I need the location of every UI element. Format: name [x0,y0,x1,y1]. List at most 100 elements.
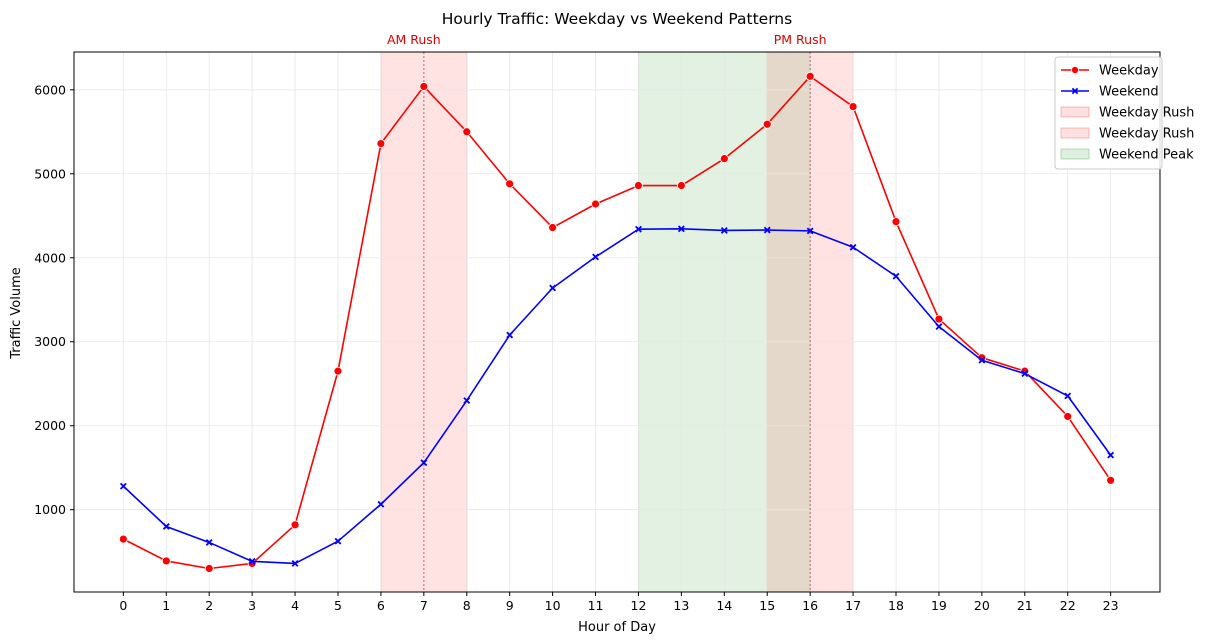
x-tick-label: 18 [888,598,904,613]
data-point [1063,412,1073,421]
x-tick-label: 20 [974,598,990,613]
annotation-0: AM Rush [387,32,441,47]
grid-lines [74,52,1160,592]
x-tick-label: 0 [119,598,127,613]
y-axis-ticks: 1000 2000 3000 4000 5000 6000 [34,82,74,517]
legend-item: Weekday [1061,64,1159,79]
data-point [891,217,901,227]
data-point [1021,370,1029,378]
series-layer [118,71,1116,573]
data-point [762,119,772,129]
series-line-weekday [122,75,1112,570]
data-point [119,482,127,490]
legend-swatch [1060,106,1090,118]
x-tick-label: 9 [506,598,514,613]
data-point [1064,392,1072,400]
legend-marker [1071,66,1080,75]
x-axis-title: Hour of Day [578,620,656,635]
y-tick-label: 5000 [34,166,66,181]
legend: Weekday Weekend Weekday Rush Weekday Rush We… [1054,56,1194,170]
x-tick-label: 7 [420,598,428,613]
legend-label: Weekday Rush [1099,106,1194,121]
series-line-weekend [122,227,1112,565]
legend-label: Weekday Rush [1099,127,1194,142]
shaded-regions [380,51,854,593]
peak-lines [423,52,811,592]
data-point [463,397,471,404]
y-axis-title: Traffic Volume [9,267,24,360]
x-tick-label: 8 [463,598,471,613]
x-tick-label: 22 [1060,598,1076,613]
data-point [676,181,686,190]
data-point [677,225,685,233]
x-tick-label: 1 [162,598,170,613]
data-point [420,459,428,467]
y-tick-label: 4000 [34,250,66,265]
x-tick-label: 14 [716,598,732,613]
data-point [935,323,943,331]
x-tick-label: 5 [334,598,342,613]
data-point [848,102,858,111]
data-point [978,356,986,364]
data-point [333,366,343,376]
data-point [720,227,728,234]
x-tick-label: 15 [759,598,775,613]
annotations: AM Rush PM Rush [387,32,827,47]
x-tick-label: 6 [377,598,385,613]
x-tick-label: 12 [631,598,647,613]
legend-item: Weekend [1061,85,1159,100]
annotation-1: PM Rush [774,32,827,47]
legend-item: Weekday Rush [1060,106,1194,121]
chart-title: Hourly Traffic: Weekday vs Weekend Patte… [442,10,792,28]
data-point [806,227,814,235]
data-point [592,253,599,261]
x-tick-label: 23 [1103,598,1119,613]
data-point [591,199,600,209]
data-point [506,331,514,339]
data-point [334,537,342,545]
data-point [635,225,642,233]
legend-marker [1071,87,1079,95]
y-tick-label: 1000 [34,502,66,517]
series-weekend [119,225,1115,567]
data-point [1107,451,1115,459]
legend-swatch [1060,127,1090,139]
data-point [505,179,515,189]
x-tick-label: 2 [205,598,213,613]
data-point [290,520,300,530]
x-tick-label: 4 [291,598,299,613]
legend-box [1054,56,1163,170]
legend-item: Weekend Peak [1060,148,1194,163]
data-point [934,314,944,324]
data-point [248,557,256,565]
x-tick-label: 19 [931,598,947,613]
data-point [892,272,900,280]
x-tick-label: 16 [802,598,818,613]
data-point [419,82,429,91]
plot-frame [73,51,1161,593]
data-point [204,564,214,573]
data-point [549,284,557,292]
x-tick-label: 11 [588,598,604,613]
x-tick-label: 21 [1017,598,1033,613]
x-axis-ticks: 0 1 2 3 4 5 6 7 8 9 10 11 12 13 14 15 16 17 18 19 20 21 22 23 [119,592,1119,613]
data-point [118,534,128,544]
series-weekday [118,71,1116,573]
data-point [805,71,815,81]
data-point [162,523,170,530]
legend-label: Weekend [1099,85,1159,100]
legend-swatch [1060,148,1090,160]
y-tick-label: 6000 [34,82,66,97]
data-point [763,226,771,234]
y-tick-label: 2000 [34,418,66,433]
data-point [1106,475,1116,485]
data-point [205,539,213,546]
data-point [161,556,171,566]
data-point [634,181,643,190]
legend-item: Weekday Rush [1060,127,1194,142]
x-tick-label: 3 [248,598,256,613]
data-point [291,560,299,567]
data-point [462,127,472,137]
data-point [548,223,558,232]
